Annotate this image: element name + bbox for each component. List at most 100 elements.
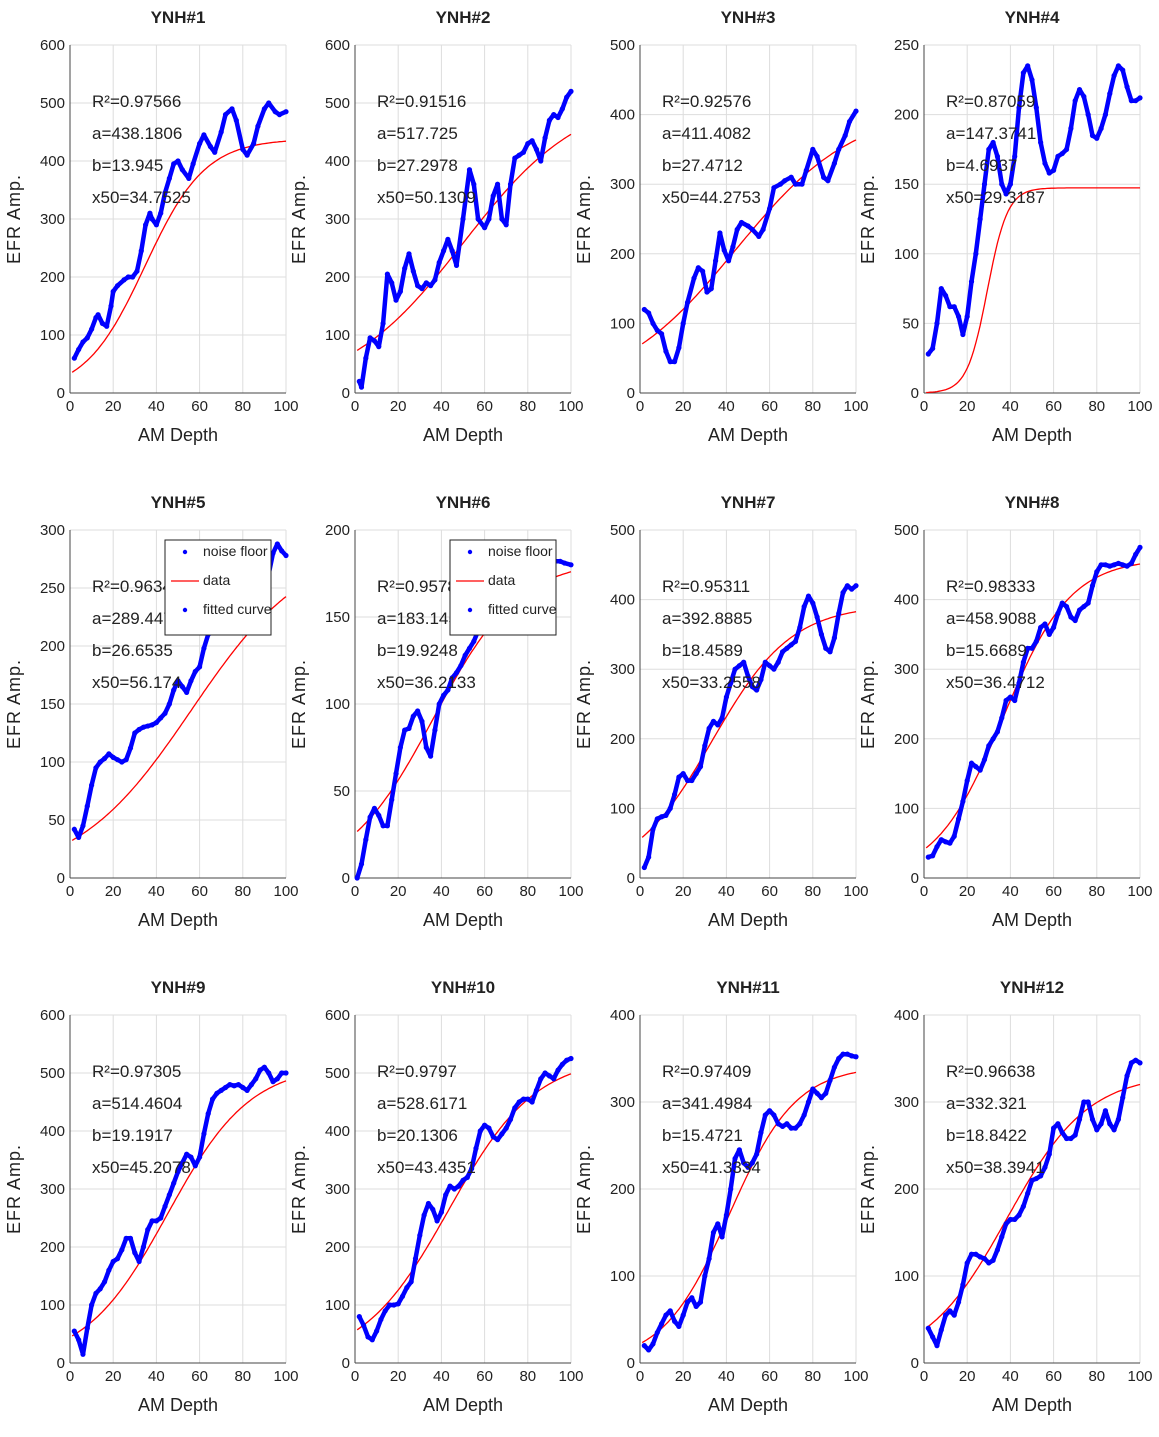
y-axis-label: EFR Amp. xyxy=(4,659,24,749)
fitted-curve xyxy=(356,133,572,351)
data-point xyxy=(145,1227,151,1233)
data-point xyxy=(684,1299,691,1305)
data-point xyxy=(114,283,121,289)
data-point xyxy=(680,771,686,777)
x-tick-label: 0 xyxy=(636,1368,644,1385)
data-point xyxy=(1046,170,1052,176)
data-point xyxy=(680,320,686,326)
data-point xyxy=(955,816,962,822)
fit-annotation: R²=0.97409 xyxy=(662,1062,751,1081)
data-point xyxy=(466,645,473,651)
data-point xyxy=(104,323,110,329)
data-point xyxy=(999,1234,1005,1240)
data-point xyxy=(227,1082,233,1088)
data-point xyxy=(667,1308,673,1314)
data-point xyxy=(499,216,505,222)
data-point xyxy=(354,875,360,881)
plot-title: YNH#7 xyxy=(721,493,776,512)
data-point xyxy=(775,1121,781,1127)
data-point xyxy=(201,132,207,138)
y-axis-label: EFR Amp. xyxy=(858,1144,878,1234)
data-point xyxy=(1007,181,1014,187)
data-point xyxy=(428,283,434,289)
x-axis-label: AM Depth xyxy=(423,425,503,445)
data-point xyxy=(994,729,1001,735)
data-point xyxy=(555,1067,561,1073)
fit-annotation: b=19.9248 xyxy=(377,641,458,660)
y-tick-label: 400 xyxy=(325,153,350,170)
data-point xyxy=(708,286,714,292)
y-tick-label: 500 xyxy=(610,522,635,539)
data-point xyxy=(641,864,647,871)
data-point xyxy=(1107,563,1113,569)
x-tick-label: 100 xyxy=(843,883,868,900)
data-point xyxy=(440,248,447,254)
data-point xyxy=(486,1125,492,1131)
data-point xyxy=(270,550,276,556)
data-point xyxy=(1046,1151,1052,1157)
data-point xyxy=(162,710,168,716)
data-point xyxy=(964,313,970,320)
data-point xyxy=(231,1083,237,1089)
y-tick-label: 400 xyxy=(894,592,919,609)
data-point xyxy=(184,1151,190,1157)
plot-6: 0 20 40 60 80 100 0 50 100 150 200 YNH#6 AM Depth EFR… xyxy=(289,493,584,930)
fit-annotation: x50=33.2558 xyxy=(662,673,761,692)
data-point xyxy=(977,767,983,773)
x-tick-label: 60 xyxy=(476,398,493,415)
data-point xyxy=(402,265,408,271)
data-point xyxy=(507,1116,514,1122)
data-point xyxy=(719,1234,725,1240)
data-point xyxy=(693,1303,699,1310)
fit-annotation: x50=38.3941 xyxy=(946,1158,1045,1177)
data-point xyxy=(80,339,86,345)
data-point xyxy=(166,701,172,707)
data-point xyxy=(184,689,190,696)
data-point xyxy=(981,1256,988,1262)
x-tick-label: 20 xyxy=(675,398,692,415)
x-tick-label: 60 xyxy=(1045,883,1062,900)
data-point xyxy=(1137,1060,1143,1066)
data-point xyxy=(810,600,816,606)
plot-9: 0 20 40 60 80 100 0 100 200 300 400 500 600 YNH#9 AM D… xyxy=(4,978,299,1415)
x-tick-label: 80 xyxy=(234,398,251,415)
data-point xyxy=(190,161,196,167)
data-point xyxy=(283,109,289,115)
data-point xyxy=(147,210,153,216)
plot-title: YNH#5 xyxy=(151,493,206,512)
data-point xyxy=(399,1293,406,1299)
y-tick-label: 200 xyxy=(610,731,635,748)
data-point xyxy=(831,635,838,641)
data-point xyxy=(214,1090,220,1096)
data-point xyxy=(261,1064,267,1070)
fit-annotation: a=289.4473 xyxy=(92,609,182,628)
data-point xyxy=(840,1051,846,1057)
data-point xyxy=(981,757,988,763)
fit-annotation: x50=36.4712 xyxy=(946,673,1045,692)
data-point xyxy=(1029,77,1035,83)
data-point xyxy=(432,277,438,283)
data-point xyxy=(410,268,416,274)
x-tick-label: 60 xyxy=(191,883,208,900)
x-axis-label: AM Depth xyxy=(708,425,788,445)
data-point xyxy=(114,1256,121,1262)
y-axis-label: EFR Amp. xyxy=(858,174,878,264)
data-point xyxy=(689,777,695,784)
x-tick-label: 0 xyxy=(636,883,644,900)
data-point xyxy=(389,280,395,286)
data-point xyxy=(367,814,373,820)
data-point xyxy=(754,1151,760,1157)
data-point xyxy=(356,1314,362,1320)
data-point xyxy=(568,88,574,94)
data-point xyxy=(968,1251,975,1257)
x-tick-label: 80 xyxy=(1088,1368,1105,1385)
data-point xyxy=(1102,112,1109,118)
data-point xyxy=(106,1267,112,1273)
data-point xyxy=(1115,560,1121,567)
legend-box xyxy=(449,539,557,636)
y-tick-label: 0 xyxy=(57,385,65,402)
plot-title: YNH#3 xyxy=(721,8,776,27)
data-point xyxy=(749,684,755,690)
data-point xyxy=(89,1302,95,1308)
data-point xyxy=(95,312,101,318)
